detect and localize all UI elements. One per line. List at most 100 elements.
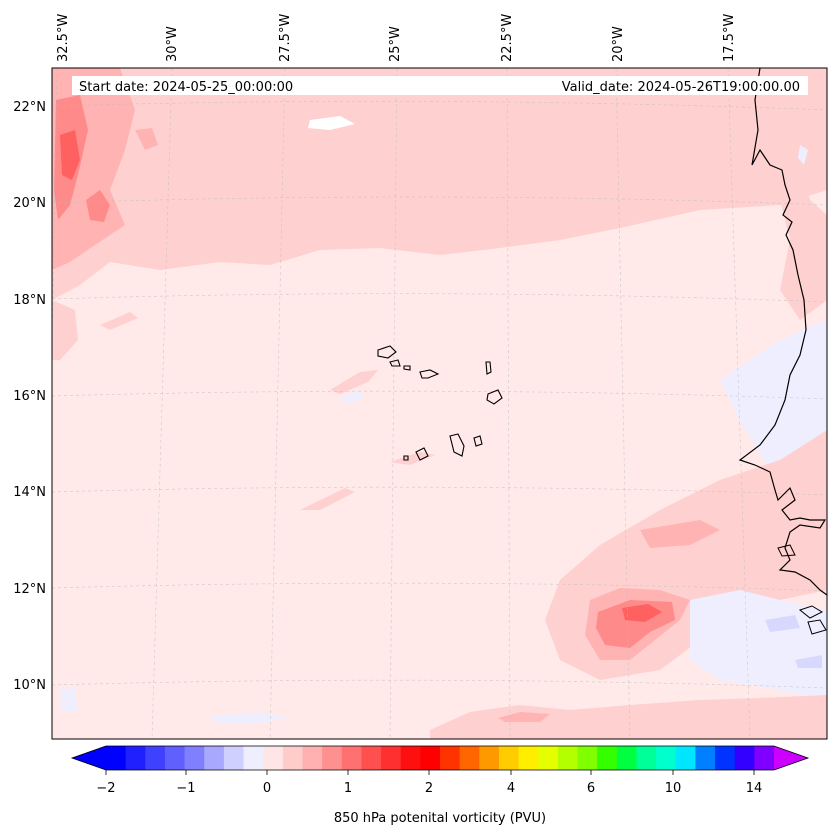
africa-coast-detail2: [807, 619, 827, 635]
colorbar-cell: [302, 746, 323, 770]
pv-contour-south-strong: [498, 712, 550, 722]
island-brava: [403, 455, 409, 461]
colorbar-title: 850 hPa potenital vorticity (PVU): [334, 811, 546, 826]
lon-label: 30°W: [165, 26, 180, 62]
colorbar-cell: [440, 746, 461, 770]
island-fogo: [415, 447, 429, 461]
colorbar-cell: [754, 746, 775, 770]
colorbar-cell: [577, 746, 598, 770]
colorbar-tick-label: 1: [344, 781, 352, 796]
colorbar-cell: [164, 746, 186, 770]
pv-contour-central-streak1: [330, 370, 378, 394]
colorbar-over-arrow: [774, 746, 808, 770]
start-date-label: Start date: 2024-05-25_00:00:00: [79, 80, 293, 95]
map-area: [52, 68, 827, 739]
colorbar-tick: 1: [344, 770, 352, 796]
colorbar-cell: [479, 746, 500, 770]
pv-contour-blue-central: [340, 390, 364, 404]
colorbar-cell: [400, 746, 421, 770]
island-sao-nicolau: [419, 369, 440, 379]
africa-coast-detail3: [777, 544, 796, 557]
colorbar-cell: [734, 746, 755, 770]
colorbar: −2 −1 0 1 2 4: [70, 745, 810, 826]
colorbar-cell: [184, 746, 205, 770]
parallel-18n: [52, 293, 827, 303]
island-santa-luzia: [403, 365, 411, 371]
colorbar-cell: [381, 746, 402, 770]
valid-date-label: Valid_date: 2024-05-26T19:00:00.00: [562, 80, 800, 95]
lon-label: 22.5°W: [500, 14, 515, 62]
pv-contour-blue-north1: [308, 116, 355, 130]
lat-label: 22°N: [13, 100, 46, 115]
pv-contour-central-streak3: [300, 488, 355, 510]
colorbar-tick-label: 10: [665, 781, 682, 796]
lat-label: 16°N: [13, 389, 46, 404]
lat-label: 20°N: [13, 196, 46, 211]
pv-contour-south-blue: [210, 712, 290, 724]
colorbar-cell: [715, 746, 736, 770]
colorbar-tick: 14: [746, 770, 763, 796]
lat-label: 12°N: [13, 582, 46, 597]
colorbar-cell: [361, 746, 382, 770]
colorbar-tick-label: −2: [96, 781, 115, 796]
pv-contour-southwest-blue: [60, 688, 78, 712]
gridlines: [52, 68, 827, 739]
colorbar-cell: [322, 746, 343, 770]
colorbar-cell: [263, 746, 284, 770]
parallel-10n: [52, 679, 827, 689]
longitude-labels: 32.5°W 30°W 27.5°W 25°W 22.5°W 20°W 17.5…: [56, 14, 737, 62]
colorbar-cells: [106, 746, 775, 770]
pv-contour-southeast-core: [622, 604, 662, 622]
colorbar-tick-label: 14: [746, 781, 763, 796]
parallel-16n: [52, 390, 827, 400]
pv-contour-central-streak2: [390, 452, 435, 465]
lon-label: 17.5°W: [722, 14, 737, 62]
island-sao-vicente: [389, 359, 401, 367]
colorbar-tick-label: −1: [176, 781, 195, 796]
lat-label: 14°N: [13, 485, 46, 500]
colorbar-tick: −1: [176, 770, 196, 796]
lat-label: 18°N: [13, 293, 46, 308]
map-frame: [51, 67, 828, 740]
colorbar-cell: [223, 746, 245, 770]
colorbar-cell: [282, 746, 303, 770]
meridian-17-5w: [727, 68, 751, 739]
lon-label: 32.5°W: [56, 14, 71, 62]
island-boa-vista: [486, 389, 503, 405]
island-santo-antao: [377, 345, 397, 359]
cape-verde-islands: [377, 345, 503, 461]
header-box: [72, 76, 808, 95]
pv-contour-northwest-core: [60, 130, 80, 180]
colorbar-cell: [341, 746, 362, 770]
colorbar-tick: 2: [425, 770, 433, 796]
africa-coastline: [738, 68, 827, 596]
colorbar-tick: 4: [507, 770, 515, 796]
pv-contour-northwest-spot: [86, 190, 110, 222]
pv-contour-blue-north2: [798, 145, 808, 165]
pv-contour-southeast-mid: [640, 520, 720, 548]
meridian-25w: [389, 68, 398, 739]
colorbar-cell: [498, 746, 520, 770]
colorbar-tick: −2: [96, 770, 116, 796]
colorbar-tick: 0: [263, 770, 271, 796]
colorbar-tick: 6: [587, 770, 595, 796]
lon-label: 27.5°W: [278, 14, 293, 62]
pv-contour-blue-se3: [795, 655, 822, 668]
colorbar-cell: [538, 746, 559, 770]
colorbar-cell: [695, 746, 716, 770]
island-santiago: [449, 433, 465, 457]
colorbar-tick-label: 6: [587, 781, 595, 796]
colorbar-cell: [459, 746, 480, 770]
pv-contour-south-band: [430, 695, 827, 739]
colorbar-cell: [145, 746, 166, 770]
colorbar-cell: [106, 746, 127, 770]
pv-contour-blue-se2: [765, 615, 800, 632]
parallel-12n: [52, 582, 827, 592]
pv-contour-west-edge: [52, 300, 78, 360]
colorbar-under-arrow: [72, 746, 106, 770]
pv-contour-north-blob: [135, 128, 158, 150]
colorbar-tick-label: 4: [507, 781, 515, 796]
pv-contour-west-streak: [100, 312, 138, 330]
lon-label: 25°W: [388, 26, 403, 62]
